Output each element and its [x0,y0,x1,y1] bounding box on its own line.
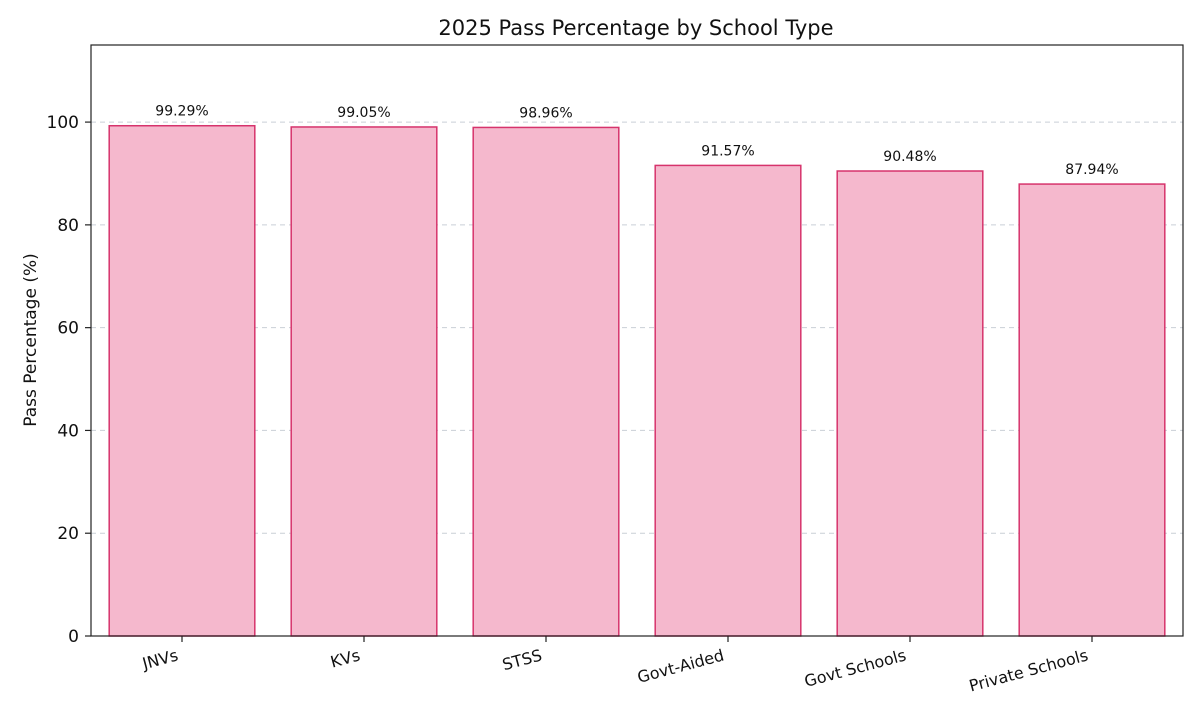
bar-value-label: 91.57% [701,143,754,159]
bar-value-label: 87.94% [1065,162,1118,178]
y-tick-label: 40 [57,421,79,441]
plot-frame [90,44,1184,637]
y-tick-label: 60 [57,319,79,339]
gridlines [91,121,1183,534]
bar [472,126,620,637]
data-labels: 99.29% 99.05% 98.96% 91.57% 90.48% 87.94% [155,104,1118,178]
x-tick-label: JNVs [139,646,180,674]
x-tick-label: KVs [328,646,362,672]
bar-value-label: 99.29% [155,104,208,120]
bar [1018,183,1166,637]
bars [108,124,1166,637]
y-tick-label: 100 [47,113,79,133]
y-tick-label: 80 [57,216,79,236]
bar [290,126,438,637]
bar-value-label: 90.48% [883,149,936,165]
x-tick-label: Govt Schools [802,646,908,691]
bar [836,170,984,637]
y-tick-label: 20 [57,524,79,544]
bar [108,124,256,637]
x-tick-label: STSS [500,646,544,675]
x-tick-label: Govt-Aided [635,646,726,687]
bar [654,164,802,637]
x-tick-label: Private Schools [967,646,1090,696]
bar-value-label: 98.96% [519,105,572,121]
chart-title: 2025 Pass Percentage by School Type [438,16,833,40]
y-tick-label: 0 [68,627,79,647]
y-axis-label: Pass Percentage (%) [21,253,41,426]
bar-value-label: 99.05% [337,105,390,121]
